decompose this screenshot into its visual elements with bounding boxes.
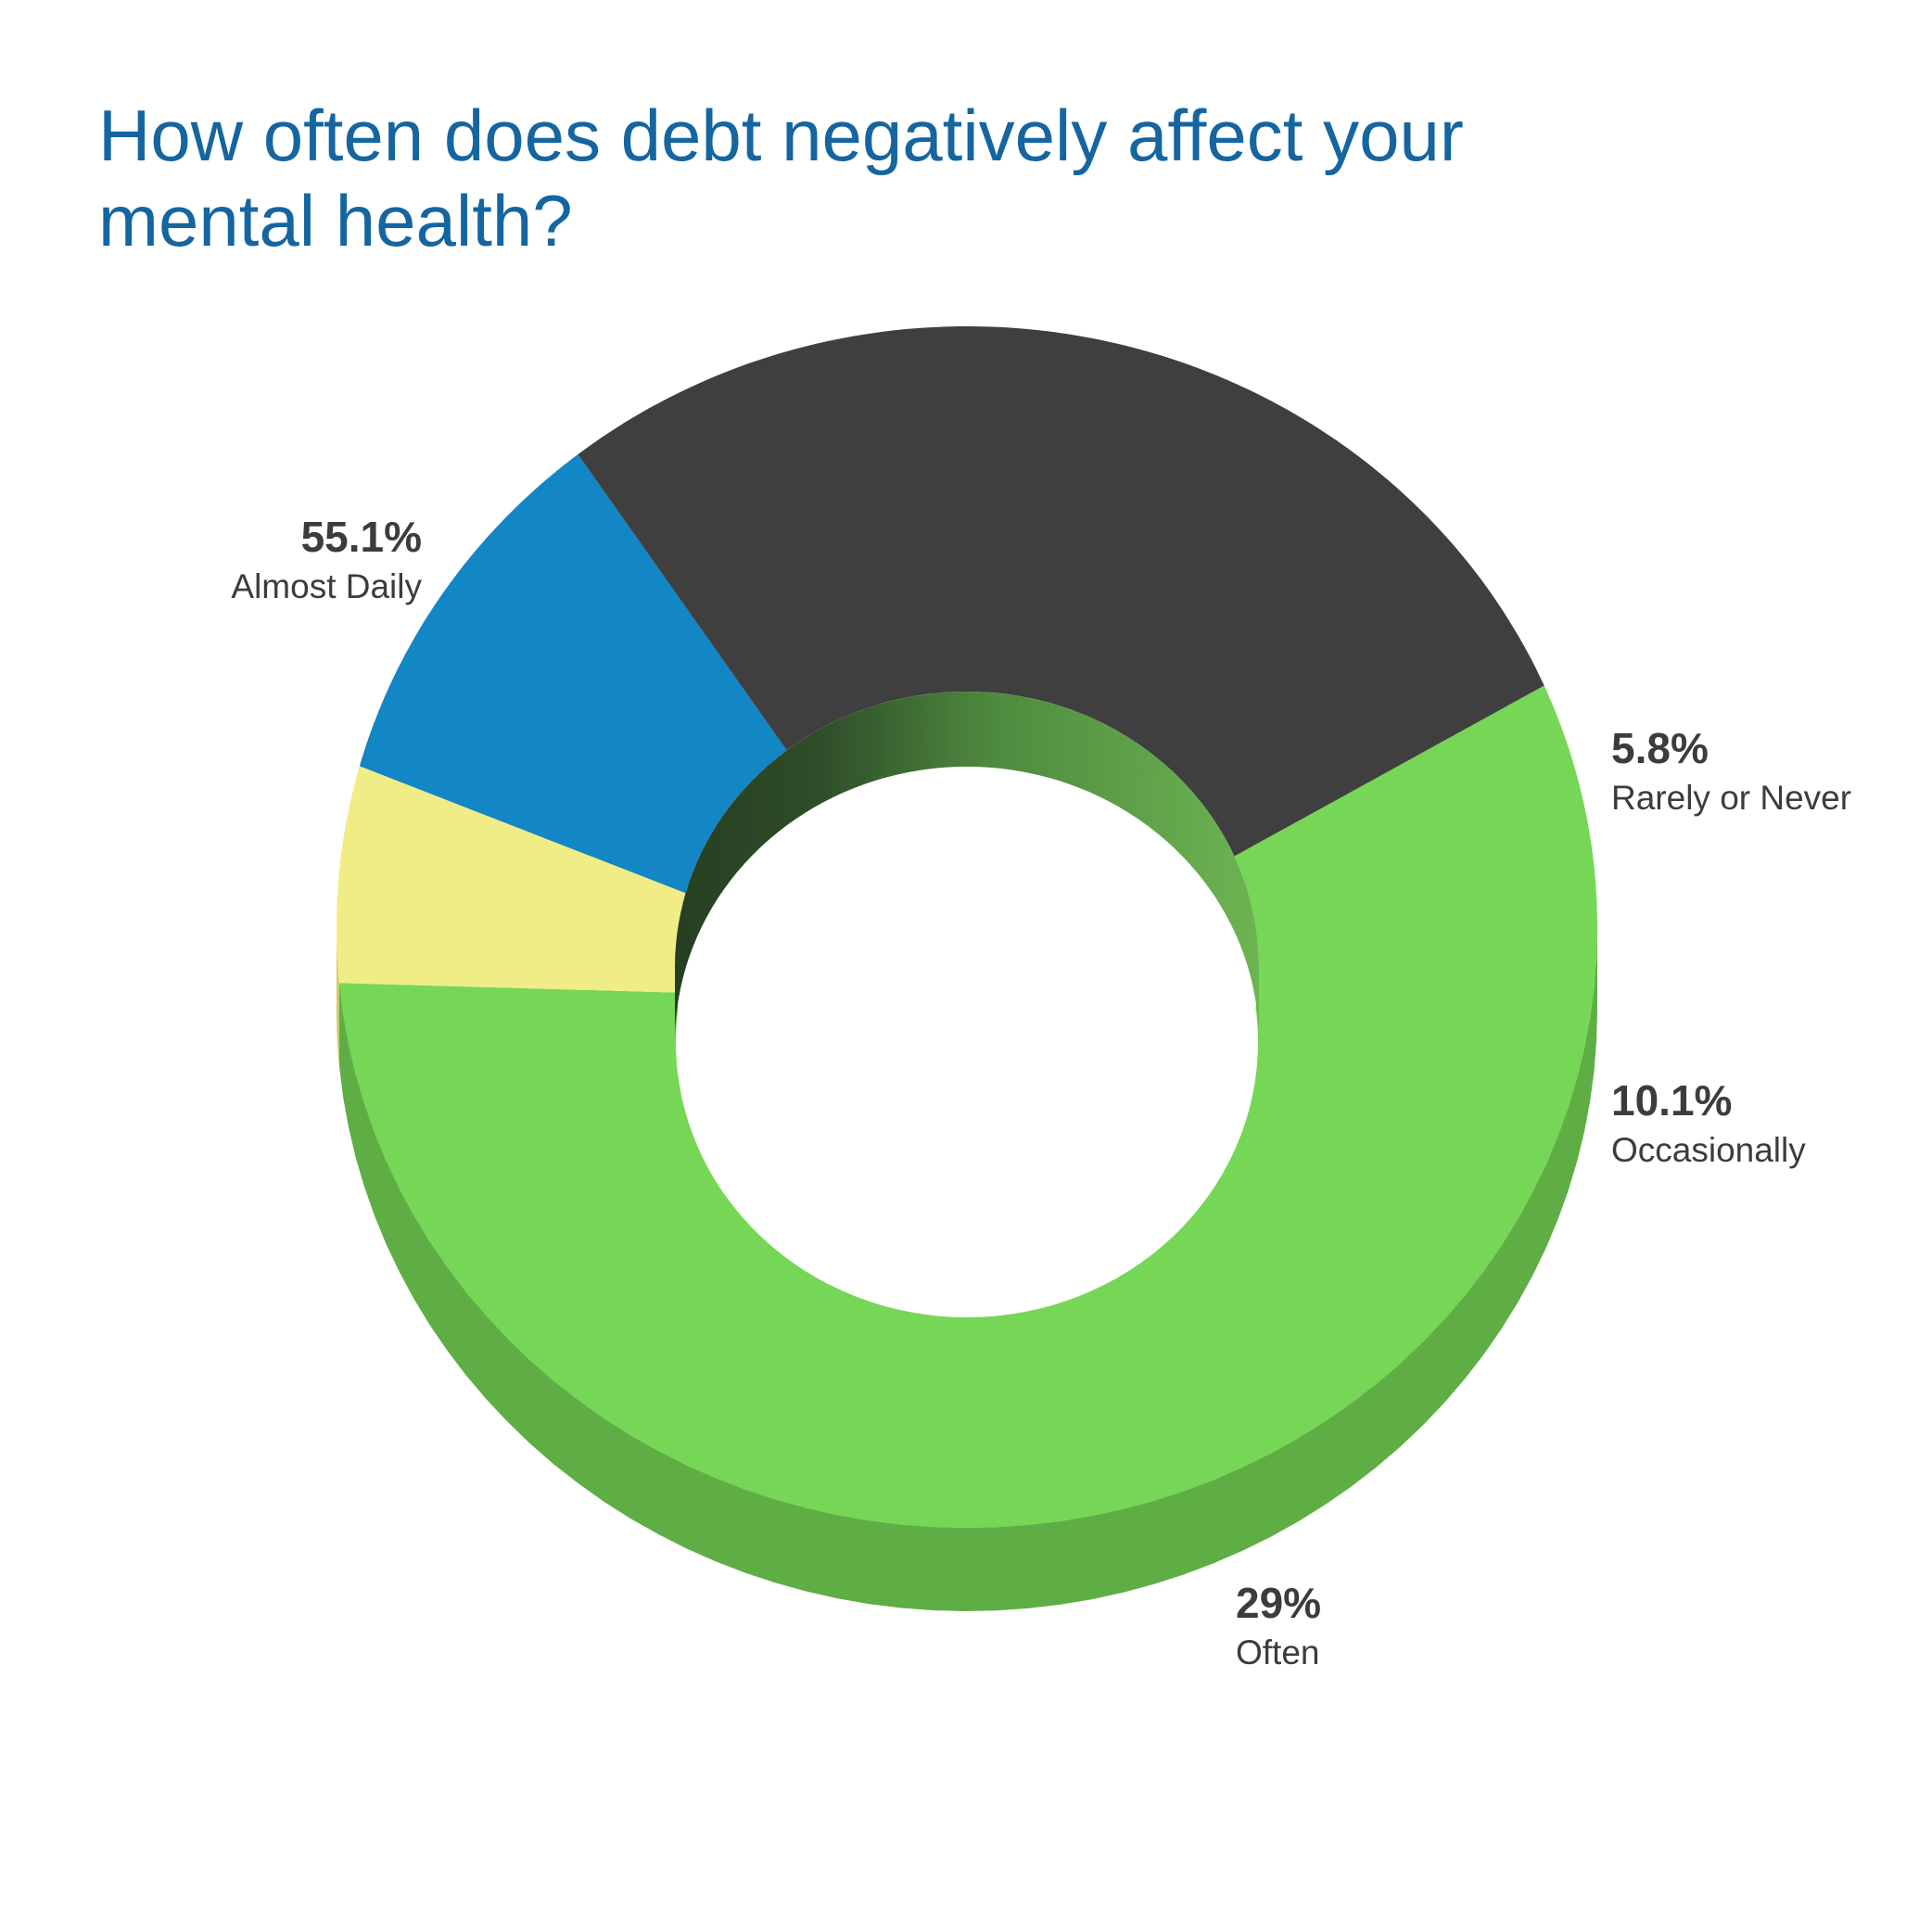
category-label: Often xyxy=(1236,1633,1320,1671)
label-rarely-or-never: 5.8% Rarely or Never xyxy=(1611,724,1851,817)
label-often: 29% Often xyxy=(1236,1579,1321,1671)
donut-hole xyxy=(676,767,1258,1317)
category-label: Rarely or Never xyxy=(1611,779,1851,817)
value-label: 5.8% xyxy=(1611,724,1709,772)
slice-occasionally xyxy=(359,454,787,894)
value-label: 55.1% xyxy=(301,513,422,561)
data-labels: 55.1% Almost Daily 5.8% Rarely or Never 10.1… xyxy=(231,513,1851,1671)
category-label: Almost Daily xyxy=(231,567,422,605)
slice-often xyxy=(578,326,1544,857)
side-wall-rarely-or-never xyxy=(337,927,339,1067)
label-occasionally: 10.1% Occasionally xyxy=(1611,1076,1806,1169)
chart-title: How often does debt negatively affect yo… xyxy=(98,95,1464,261)
value-label: 10.1% xyxy=(1611,1076,1732,1125)
category-label: Occasionally xyxy=(1611,1131,1806,1169)
label-almost-daily: 55.1% Almost Daily xyxy=(231,513,422,605)
slice-almost-daily xyxy=(339,685,1597,1528)
donut-inner-wall xyxy=(675,692,1259,1317)
slice-rarely-or-never xyxy=(337,766,686,993)
donut-side-walls xyxy=(337,927,1597,1611)
value-label: 29% xyxy=(1236,1579,1321,1627)
inner-wall-shade xyxy=(675,692,1259,1042)
donut-slices xyxy=(337,326,1597,1528)
